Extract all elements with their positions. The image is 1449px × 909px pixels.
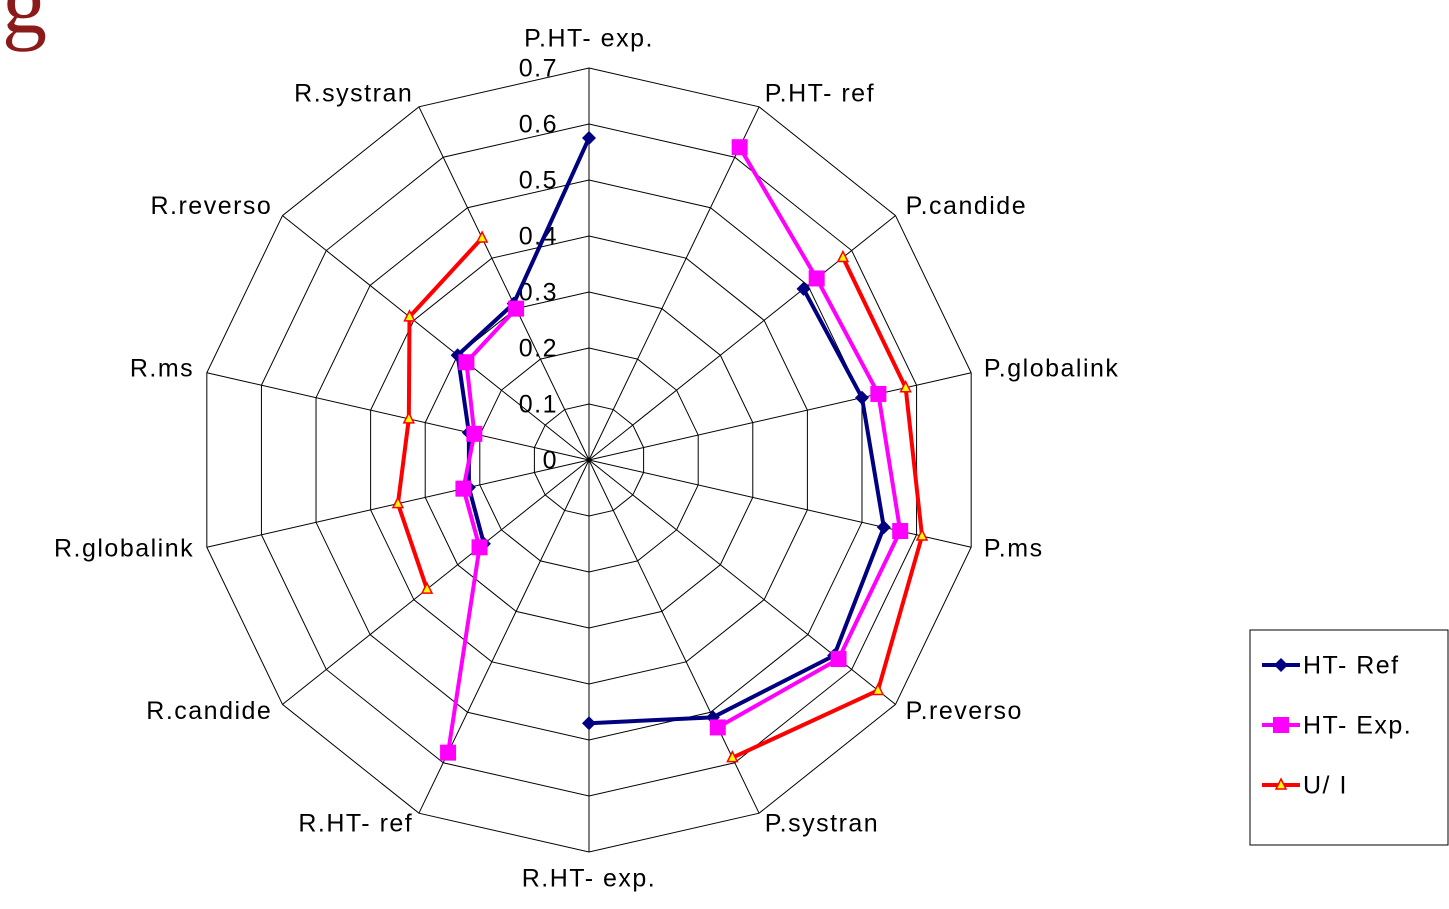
marker (582, 716, 596, 731)
series-line (395, 236, 484, 590)
chart-title: g (2, 0, 47, 53)
marker (836, 249, 850, 263)
tick-label: 0 (543, 447, 558, 475)
marker (731, 139, 748, 156)
marker (458, 354, 475, 371)
category-label: R.HT- ref (298, 810, 413, 838)
legend-label: HT- Ref (1303, 652, 1400, 680)
series-line (588, 287, 886, 726)
series-line (716, 146, 903, 730)
marker (582, 131, 596, 145)
legend-label: U/ I (1303, 772, 1348, 800)
series-line (455, 137, 591, 545)
marker (420, 581, 434, 594)
category-label: P.systran (765, 810, 879, 838)
marker (475, 230, 489, 243)
marker (726, 750, 739, 763)
marker (403, 309, 416, 322)
marker (870, 385, 887, 402)
category-label: R.systran (294, 80, 413, 108)
spoke (206, 372, 590, 461)
category-label: R.reverso (150, 192, 272, 220)
legend-label: HT- Exp. (1303, 712, 1412, 740)
marker (876, 520, 891, 535)
category-label: R.HT- exp. (522, 865, 656, 893)
marker (830, 651, 847, 668)
spoke (282, 459, 590, 705)
category-label: P.ms (984, 535, 1044, 563)
marker (796, 281, 811, 296)
marker (1273, 717, 1289, 733)
marker (402, 411, 416, 424)
tick-label: 0.6 (519, 111, 558, 139)
marker (915, 528, 929, 541)
tick-label: 0.5 (519, 167, 558, 195)
category-label: P.reverso (906, 697, 1023, 725)
spoke (418, 106, 590, 461)
marker (892, 523, 909, 540)
marker (508, 300, 525, 317)
category-label: R.candide (146, 697, 272, 725)
marker (391, 495, 405, 509)
marker (709, 719, 726, 736)
tick-label: 0.2 (519, 335, 558, 363)
spoke (282, 215, 590, 461)
category-label: R.ms (130, 354, 194, 382)
marker (440, 744, 457, 761)
category-label: P.globalink (984, 354, 1120, 382)
tick-label: 0.1 (519, 391, 558, 419)
marker (466, 425, 483, 442)
category-label: P.HT- ref (765, 80, 875, 108)
marker (871, 682, 885, 696)
spoke (588, 106, 760, 461)
marker (1274, 777, 1288, 790)
marker (455, 480, 472, 497)
marker (854, 390, 869, 405)
marker (808, 270, 825, 287)
marker (899, 380, 912, 393)
spoke (588, 459, 896, 705)
marker (1274, 658, 1288, 672)
category-label: R.globalink (54, 535, 194, 563)
category-label: P.HT- exp. (524, 25, 654, 53)
series-line (446, 307, 518, 753)
marker (471, 539, 488, 556)
category-label: P.candide (906, 192, 1027, 220)
tick-label: 0.7 (519, 55, 558, 83)
